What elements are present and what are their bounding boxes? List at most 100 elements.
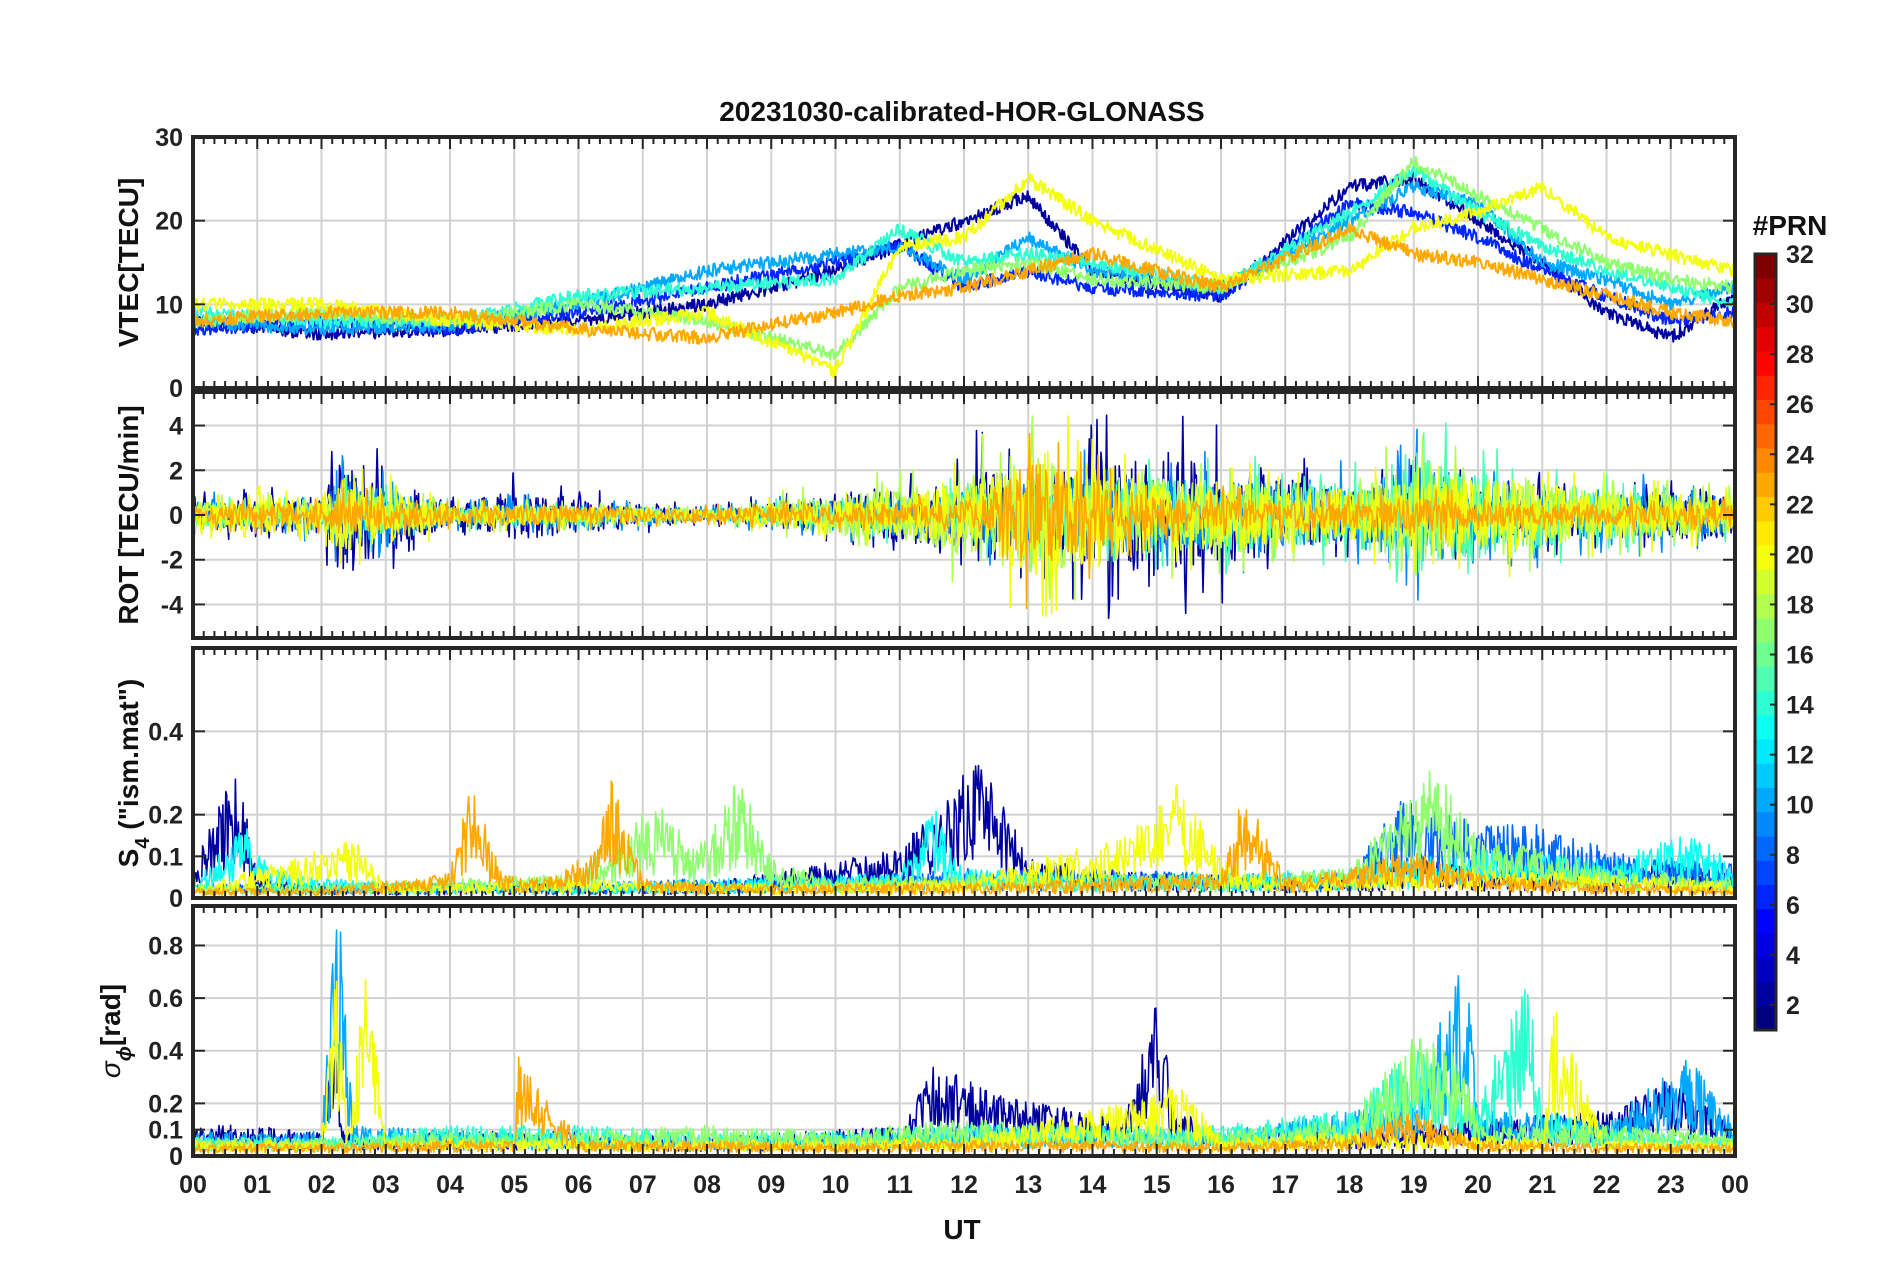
x-tick-label: 06 (565, 1171, 593, 1199)
x-tick-label: 03 (372, 1171, 400, 1199)
x-tick-label: 08 (693, 1171, 721, 1199)
colorbar-segment (1755, 303, 1776, 328)
colorbar-tick-label: 26 (1786, 391, 1814, 419)
colorbar-segment (1755, 788, 1776, 813)
y-axis-label-rot: ROT [TECU/min] (113, 405, 144, 624)
x-tick-label: 01 (243, 1171, 271, 1199)
y-tick-label: 0 (169, 375, 183, 403)
y-axis-label-s4: S4 ("ism.mat") (113, 679, 154, 868)
x-tick-label: 17 (1271, 1171, 1299, 1199)
panel-rot: -4 -2 0 2 4 ROT [TECU/min] (113, 392, 1735, 638)
x-tick-label: 00 (179, 1171, 207, 1199)
x-tick-label: 16 (1207, 1171, 1235, 1199)
colorbar-segment (1755, 1006, 1776, 1031)
colorbar-segment (1755, 278, 1776, 303)
colorbar-segment (1755, 448, 1776, 473)
colorbar-segment (1755, 545, 1776, 570)
y-tick-label: 0.4 (148, 718, 183, 746)
colorbar-segment (1755, 569, 1776, 594)
y-tick-label: 0.8 (148, 932, 183, 960)
colorbar-segment (1755, 909, 1776, 934)
x-tick-label: 23 (1657, 1171, 1685, 1199)
colorbar-segment (1755, 739, 1776, 764)
colorbar-tick-label: 4 (1786, 942, 1800, 970)
x-tick-label: 00 (1721, 1171, 1749, 1199)
panel-sigma_phi: 00.10.2 0.4 0.6 0.8 σϕ[rad] 00 01 02 03 04 05 06 07 0… (95, 906, 1749, 1199)
colorbar-tick-label: 12 (1786, 742, 1814, 770)
colorbar-tick-label: 22 (1786, 491, 1814, 519)
colorbar-segment (1755, 763, 1776, 788)
x-tick-label: 15 (1143, 1171, 1171, 1199)
y-tick-label: 0 (169, 1143, 183, 1171)
y-tick-label: 0 (169, 885, 183, 913)
colorbar-title: #PRN (1753, 210, 1828, 241)
y-tick-label: 10 (155, 291, 183, 319)
x-tick-label: 07 (629, 1171, 657, 1199)
colorbar-tick-label: 10 (1786, 792, 1814, 820)
y-tick-label: 0.4 (148, 1038, 183, 1066)
colorbar-tick-label: 32 (1786, 241, 1814, 269)
y-tick-label: 20 (155, 208, 183, 236)
x-tick-label: 02 (308, 1171, 336, 1199)
colorbar-segment (1755, 666, 1776, 691)
x-tick-label: 09 (757, 1171, 785, 1199)
x-tick-label: 14 (1079, 1171, 1107, 1199)
panel-s4: 0 0.1 0.2 0.4S4 ("ism.mat") (113, 648, 1735, 913)
y-tick-label: 30 (155, 124, 183, 152)
colorbar-tick-label: 8 (1786, 842, 1800, 870)
colorbar-tick-label: 14 (1786, 692, 1814, 720)
x-axis-label: UT (943, 1214, 980, 1245)
y-tick-label: 0.1 (148, 1117, 183, 1145)
x-tick-label: 11 (887, 1171, 914, 1199)
colorbar-segment (1755, 327, 1776, 352)
x-tick-label: 22 (1593, 1171, 1621, 1199)
colorbar-segment (1755, 957, 1776, 982)
colorbar-tick-label: 30 (1786, 291, 1814, 319)
x-tick-label: 10 (822, 1171, 850, 1199)
x-tick-label: 12 (950, 1171, 978, 1199)
colorbar-tick-label: 16 (1786, 642, 1814, 670)
x-tick-label: 21 (1528, 1171, 1556, 1199)
y-tick-label: 2 (169, 457, 183, 485)
colorbar-segment (1755, 594, 1776, 619)
y-tick-label: 0.6 (148, 985, 183, 1013)
x-tick-label: 20 (1464, 1171, 1492, 1199)
colorbar-segment (1755, 812, 1776, 837)
colorbar-segment (1755, 836, 1776, 861)
y-axis-label-vtec: VTEC[TECU] (113, 178, 144, 348)
colorbar-tick-label: 24 (1786, 441, 1814, 469)
x-tick-label: 13 (1014, 1171, 1042, 1199)
colorbar-segment (1755, 982, 1776, 1007)
colorbar-tick-label: 28 (1786, 341, 1814, 369)
y-tick-label: 4 (169, 413, 183, 441)
colorbar-segment (1755, 618, 1776, 643)
colorbar-tick-label: 18 (1786, 591, 1814, 619)
x-tick-label: 18 (1336, 1171, 1364, 1199)
colorbar-segment (1755, 472, 1776, 497)
colorbar-segment (1755, 521, 1776, 546)
y-tick-label: -2 (161, 547, 183, 575)
colorbar-tick-label: 2 (1786, 992, 1800, 1020)
colorbar-segment (1755, 375, 1776, 400)
colorbar-segment (1755, 715, 1776, 740)
y-tick-label: 0.2 (148, 1090, 183, 1118)
x-tick-label: 04 (436, 1171, 464, 1199)
chart-title: 20231030-calibrated-HOR-GLONASS (719, 96, 1205, 127)
x-tick-label: 19 (1400, 1171, 1428, 1199)
panel-vtec: 0 10 20 30 VTEC[TECU] (113, 124, 1735, 403)
x-tick-label: 05 (500, 1171, 528, 1199)
colorbar-segment (1755, 424, 1776, 449)
colorbar-tick-label: 20 (1786, 541, 1814, 569)
colorbar-segment (1755, 691, 1776, 716)
colorbar-segment (1755, 254, 1776, 279)
y-tick-label: -4 (161, 591, 183, 619)
y-tick-label: 0.2 (148, 802, 183, 830)
colorbar-segment (1755, 497, 1776, 522)
y-axis-label-sigma_phi: σϕ[rad] (95, 984, 136, 1078)
y-tick-label: 0 (169, 502, 183, 530)
colorbar-tick-label: 6 (1786, 892, 1800, 920)
colorbar-segment (1755, 860, 1776, 885)
